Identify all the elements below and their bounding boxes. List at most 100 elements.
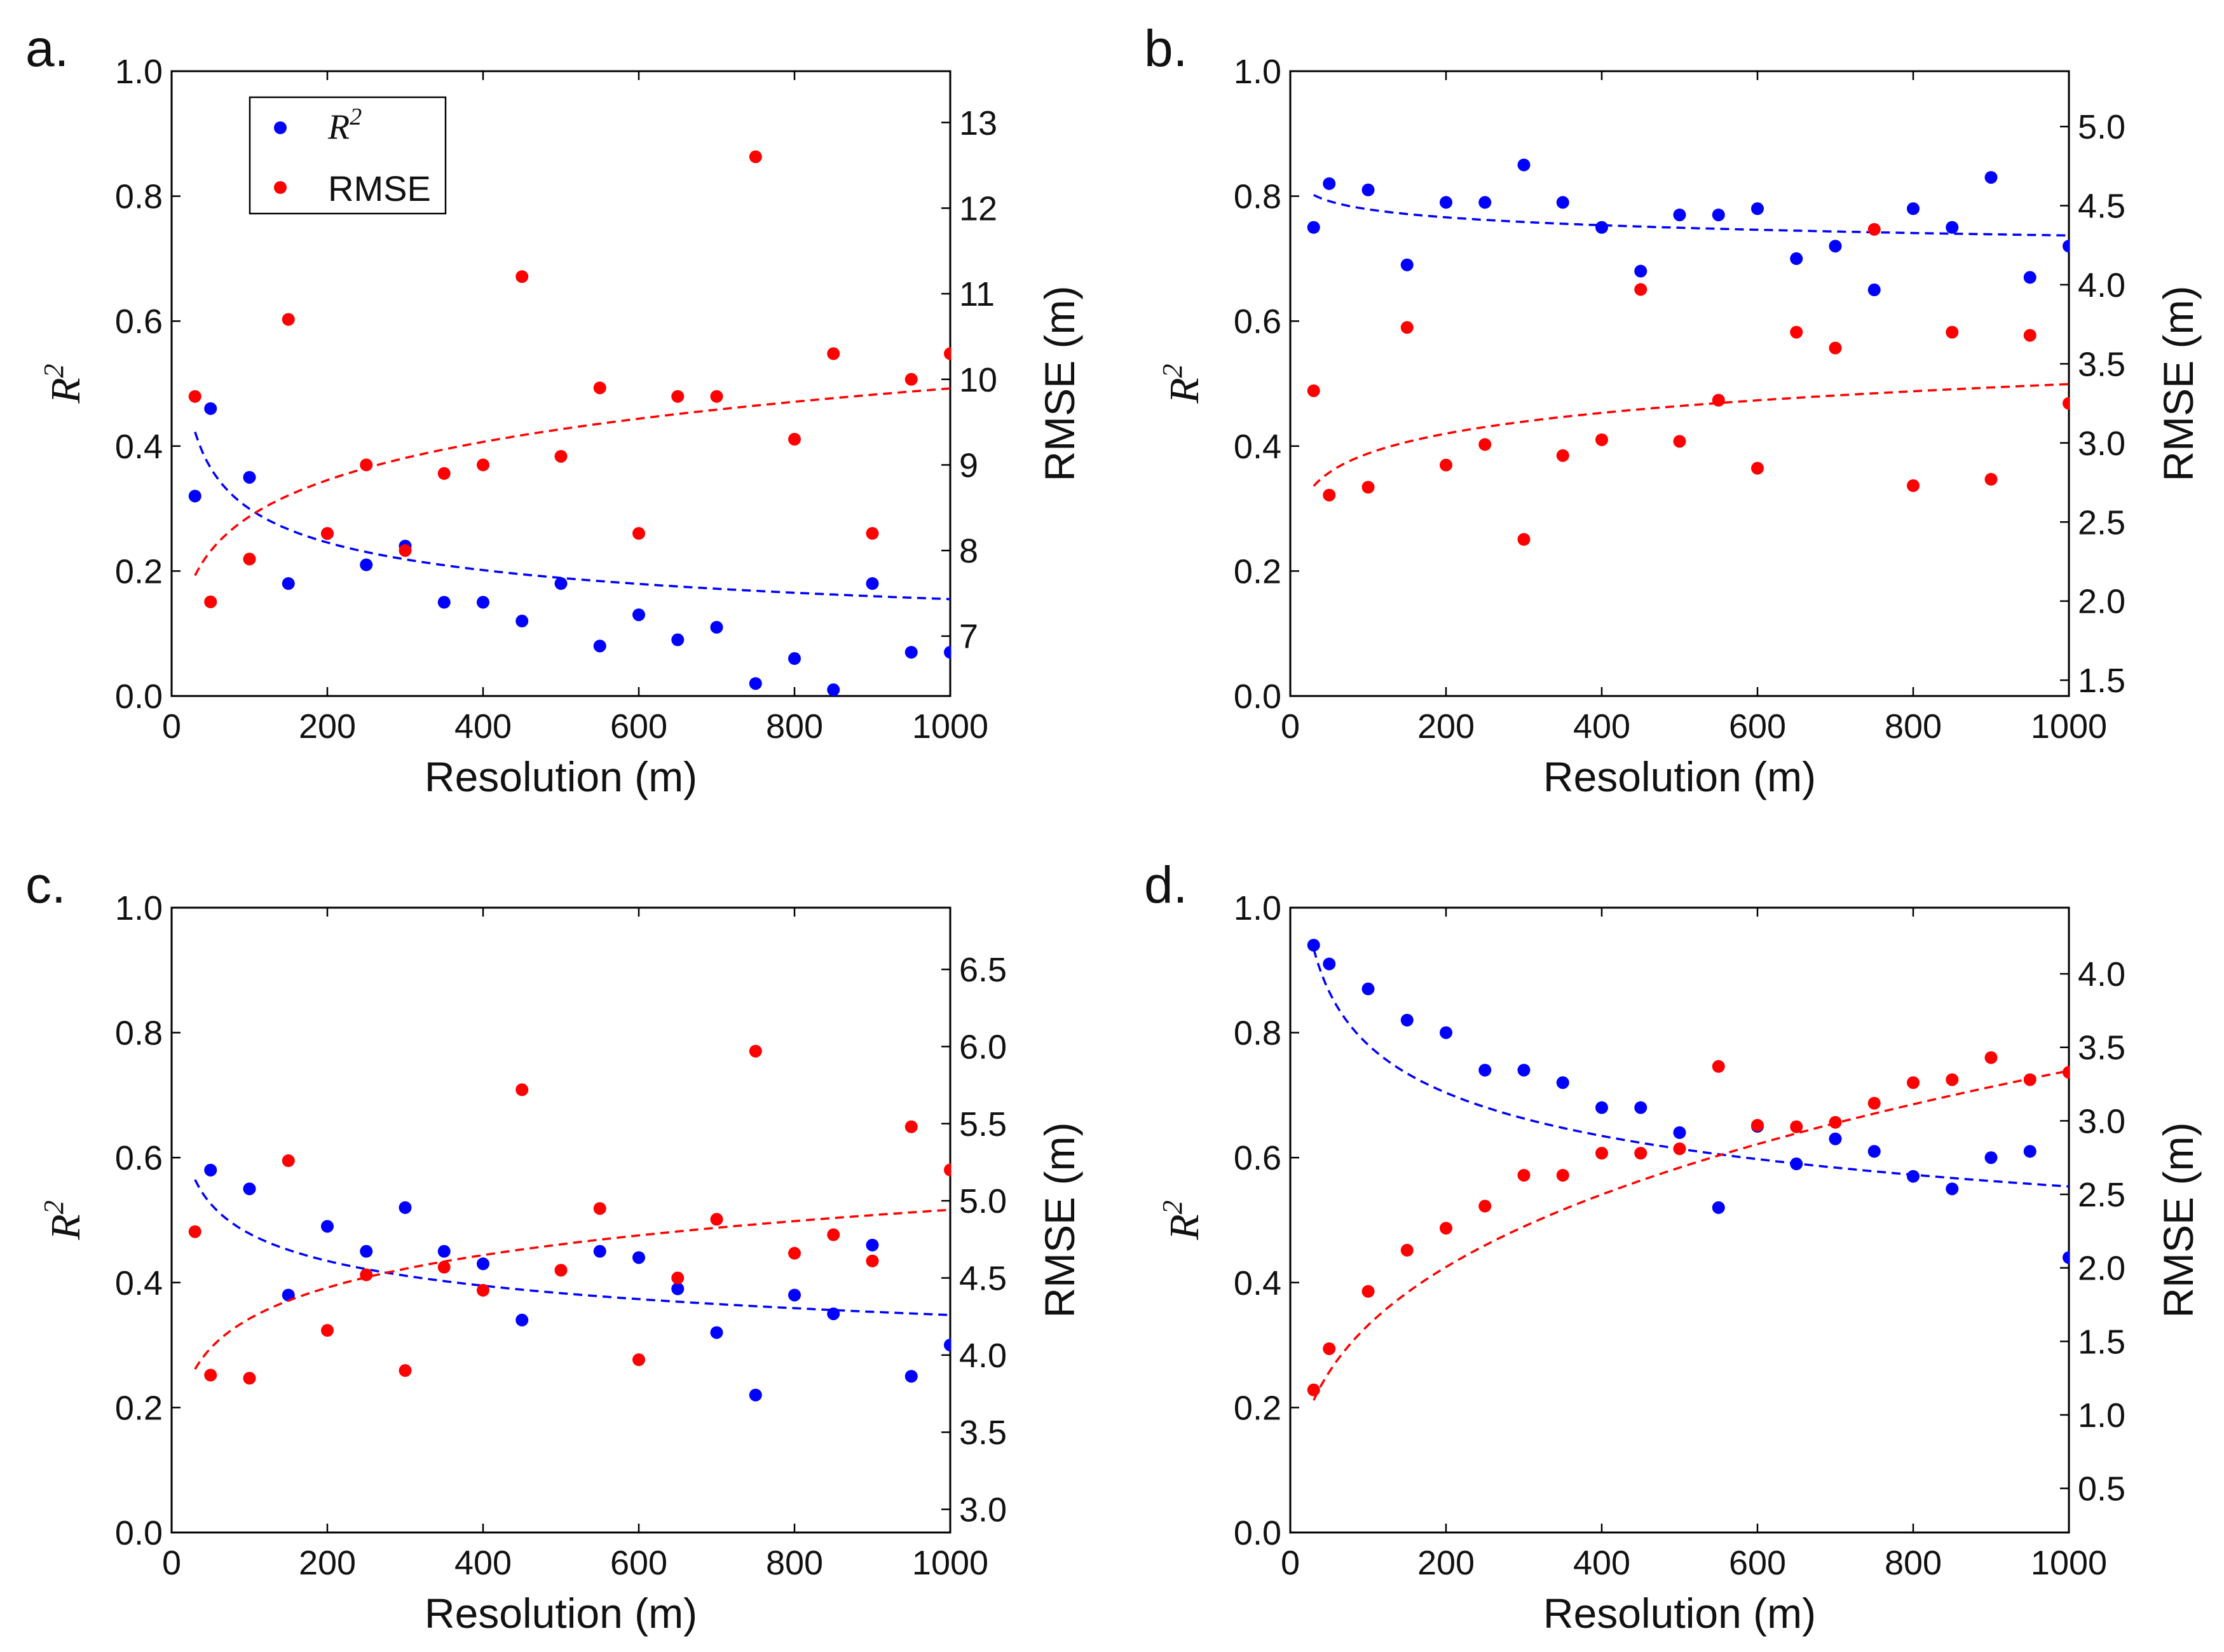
y-tick-label: 0.0 <box>115 1514 163 1552</box>
y-tick-label: 0.8 <box>115 178 163 216</box>
chart-panel-1: 0 200 400 600 800 1000 0.0 0.2 0.4 0.6 0.8 1.0 7 8 9 10… <box>25 20 1083 800</box>
y2-tick-label: 3.0 <box>959 1491 1007 1529</box>
r2-point <box>1400 258 1414 271</box>
r2-point <box>282 1288 295 1302</box>
rmse-point <box>632 527 645 540</box>
legend-r2-sup: 2 <box>350 104 362 130</box>
x-tick-label: 600 <box>1729 1544 1786 1582</box>
rmse-point <box>1790 1120 1803 1133</box>
panel-label: d. <box>1144 856 1187 914</box>
r2-point <box>1400 1013 1414 1027</box>
rmse-point <box>749 1044 762 1058</box>
legend-rmse-marker <box>274 181 287 194</box>
rmse-point <box>749 150 762 163</box>
r2-point <box>2023 1145 2036 1158</box>
legend-r2-base: R <box>327 107 350 147</box>
y-axis-title-base: R <box>43 1214 89 1240</box>
rmse-point <box>904 1120 918 1133</box>
r2-point <box>1790 1157 1803 1171</box>
rmse-point <box>321 1324 334 1337</box>
r2-fit-line <box>1313 948 2070 1188</box>
x-tick-label: 400 <box>454 1544 512 1582</box>
r2-point <box>1307 221 1320 234</box>
y2-tick-label: 4.0 <box>959 1337 1007 1375</box>
r2-point <box>437 1245 451 1258</box>
r2-point <box>749 1388 762 1402</box>
rmse-point <box>1361 1285 1375 1298</box>
legend-rmse-label: RMSE <box>328 168 431 208</box>
r2-point <box>1323 957 1336 971</box>
r2-point <box>204 402 217 415</box>
y-tick-label: 0.6 <box>1234 303 1281 341</box>
rmse-point <box>243 1372 256 1385</box>
rmse-point <box>515 270 529 283</box>
rmse-point <box>593 1202 606 1215</box>
y-tick-label: 0.0 <box>1234 1514 1281 1552</box>
rmse-point <box>437 1260 451 1274</box>
y-tick-label: 0.6 <box>115 1139 163 1177</box>
x-tick-label: 0 <box>162 1544 181 1582</box>
r2-point <box>360 1245 373 1258</box>
x-tick-label: 800 <box>1885 707 1942 746</box>
r2-point <box>1307 938 1320 952</box>
x-tick-label: 0 <box>1281 1544 1300 1582</box>
y-axis-title-sup: 2 <box>1157 1200 1188 1214</box>
x-tick-label: 800 <box>1885 1544 1942 1582</box>
y-axis-title: R2 <box>1157 1200 1208 1240</box>
y-axis-title-base: R <box>1161 378 1208 404</box>
y-tick-label: 0.6 <box>1234 1139 1281 1177</box>
r2-point <box>1478 1063 1492 1077</box>
rmse-point <box>1984 473 1998 486</box>
y2-axis-title: RMSE (m) <box>2155 1123 2202 1318</box>
rmse-point <box>321 527 334 540</box>
rmse-point <box>671 390 685 403</box>
rmse-point <box>1946 1073 1959 1086</box>
rmse-point <box>866 1254 879 1267</box>
r2-point <box>593 1245 606 1258</box>
rmse-point <box>1440 1222 1452 1235</box>
x-tick-label: 1000 <box>912 707 988 746</box>
rmse-point <box>360 458 373 472</box>
x-tick-label: 0 <box>1281 707 1300 746</box>
rmse-point <box>710 390 723 403</box>
x-tick-label: 1000 <box>912 1544 988 1582</box>
r2-point <box>1829 1132 1842 1145</box>
y2-tick-label: 6.0 <box>959 1028 1007 1066</box>
rmse-point <box>827 1228 840 1241</box>
rmse-point <box>1478 438 1492 451</box>
plot-area <box>188 1044 951 1402</box>
rmse-point <box>1751 461 1764 475</box>
r2-point <box>671 1282 685 1295</box>
y2-tick-label: 4.5 <box>2078 188 2125 226</box>
y-axis-title: R2 <box>1157 364 1208 404</box>
y2-tick-label: 0.5 <box>2078 1470 2125 1508</box>
rmse-point <box>944 1163 951 1177</box>
r2-point <box>399 1201 412 1214</box>
plot-area <box>1307 938 2070 1401</box>
r2-point <box>2063 1251 2070 1264</box>
rmse-point <box>1829 1116 1842 1129</box>
x-axis-title: Resolution (m) <box>425 1590 697 1637</box>
x-axis-title: Resolution (m) <box>1543 753 1816 800</box>
r2-point <box>1790 252 1803 265</box>
r2-point <box>1712 1201 1725 1214</box>
rmse-point <box>1712 393 1725 407</box>
rmse-point <box>1478 1199 1492 1213</box>
legend-r2-marker <box>274 121 287 134</box>
plot-area <box>188 150 951 697</box>
rmse-point <box>866 527 879 540</box>
plot-frame <box>170 70 952 697</box>
rmse-point <box>904 372 918 386</box>
r2-fit-line <box>1313 194 2069 237</box>
y2-tick-label: 12 <box>959 189 997 228</box>
rmse-point <box>437 467 451 480</box>
y-tick-label: 0.2 <box>115 552 163 590</box>
y2-tick-label: 5.0 <box>959 1182 1007 1220</box>
rmse-point <box>1867 222 1881 236</box>
rmse-point <box>1556 1168 1569 1182</box>
x-tick-label: 600 <box>610 1544 667 1582</box>
y2-tick-label: 8 <box>959 532 978 570</box>
panel-label: c. <box>25 856 66 914</box>
r2-point <box>1867 283 1881 297</box>
